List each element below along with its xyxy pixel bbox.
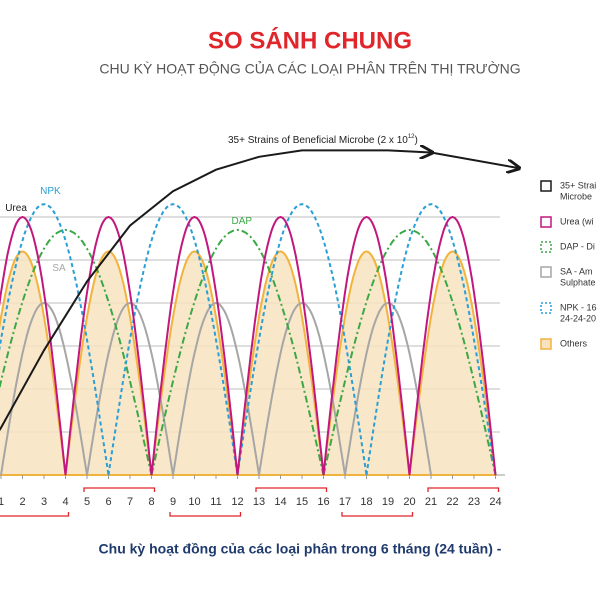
legend-label: NPK - 16	[560, 302, 597, 312]
arch	[258, 301, 346, 476]
microbe-label-text: 35+ Strains of Beneficial Microbe (2 x 1…	[228, 135, 408, 146]
x-tick-label: 17	[339, 496, 351, 508]
x-tick-label: 10	[188, 496, 200, 508]
arch	[0, 228, 153, 476]
legend-label: Urea (wi	[560, 216, 594, 226]
legend-swatch	[540, 216, 552, 228]
legend-label: Microbe	[560, 191, 592, 201]
x-tick-label: 16	[317, 496, 329, 508]
footer: Chu kỳ hoạt đồng của các loại phân trong…	[99, 541, 502, 557]
x-tick-label: 15	[296, 496, 308, 508]
arch	[150, 250, 239, 476]
x-tick-label: 4	[62, 496, 68, 508]
x-tick-label: 2	[19, 496, 25, 508]
microbe-label-sup: 12	[408, 134, 415, 140]
x-tick-label: 24	[489, 496, 501, 508]
legend-label: SA - Am	[560, 266, 593, 276]
arch	[107, 203, 239, 476]
arch	[150, 215, 239, 476]
arch	[408, 215, 497, 476]
arch	[64, 215, 153, 476]
arch	[0, 215, 67, 476]
week-bracket	[83, 487, 156, 492]
arch	[150, 228, 325, 476]
legend-swatch	[540, 241, 552, 253]
x-tick-label: 13	[253, 496, 265, 508]
x-tick-label: 3	[41, 496, 47, 508]
legend-swatch	[540, 266, 552, 278]
microbe-arrow	[430, 151, 518, 169]
legend-label: DAP - Di	[560, 241, 595, 251]
curve-label: NPK	[40, 186, 61, 197]
curve-label: Urea	[5, 203, 27, 214]
arch	[322, 215, 411, 476]
microbe-line	[0, 150, 431, 432]
week-bracket	[169, 512, 242, 517]
x-tick-label: 1	[0, 496, 4, 508]
curve-label: SA	[52, 263, 66, 274]
week-bracket	[341, 512, 414, 517]
x-tick-label: 22	[446, 496, 458, 508]
arch	[0, 301, 88, 476]
x-tick-label: 8	[148, 496, 154, 508]
arch	[344, 301, 432, 476]
x-tick-label: 7	[127, 496, 133, 508]
x-tick-label: 20	[403, 496, 415, 508]
x-tick-label: 5	[84, 496, 90, 508]
x-tick-label: 18	[360, 496, 372, 508]
x-tick-label: 12	[231, 496, 243, 508]
legend-label: 24-24-20	[560, 313, 596, 323]
microbe-label-end: )	[415, 135, 418, 146]
legend-swatch	[540, 302, 552, 314]
week-bracket	[427, 487, 500, 492]
arch	[365, 203, 497, 476]
legend-label: 35+ Strai	[560, 180, 596, 190]
arch	[408, 250, 497, 476]
legend-swatch	[540, 338, 552, 350]
microbe-label: 35+ Strains of Beneficial Microbe (2 x 1…	[228, 134, 418, 146]
x-tick-label: 6	[105, 496, 111, 508]
chart-subtitle: CHU KỲ HOẠT ĐỘNG CỦA CÁC LOẠI PHÂN TRÊN …	[99, 60, 520, 77]
week-bracket	[255, 487, 328, 492]
legend-label: Others	[560, 338, 588, 348]
chart-title: SO SÁNH CHUNG	[208, 26, 412, 54]
arch	[236, 215, 325, 476]
x-tick-label: 14	[274, 496, 286, 508]
legend-label: Sulphate	[560, 277, 596, 287]
legend-swatch	[540, 180, 552, 192]
arch	[236, 250, 325, 476]
plot-area	[0, 150, 518, 476]
arch	[236, 203, 368, 476]
arch	[0, 250, 67, 476]
arch	[86, 301, 174, 476]
x-tick-label: 23	[468, 496, 480, 508]
arch	[172, 301, 260, 476]
x-tick-label: 19	[382, 496, 394, 508]
x-tick-label: 11	[210, 496, 221, 508]
x-tick-label: 21	[425, 496, 437, 508]
arch	[322, 250, 411, 476]
x-tick-label: 9	[170, 496, 176, 508]
arch	[0, 203, 110, 476]
arch	[322, 228, 497, 476]
week-bracket	[0, 512, 70, 517]
curve-label: DAP	[232, 216, 253, 227]
